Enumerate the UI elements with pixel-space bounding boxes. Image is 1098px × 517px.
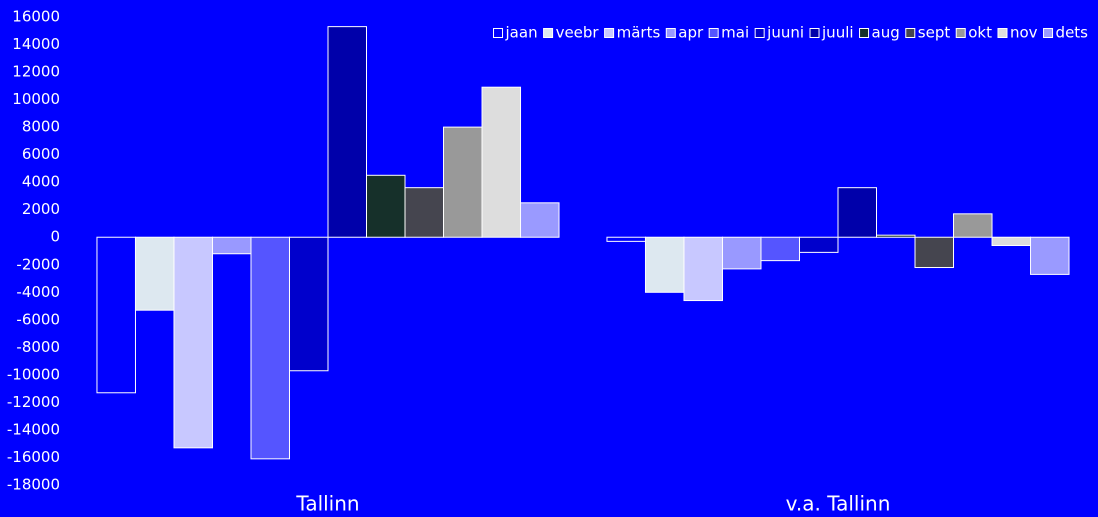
legend-item: jaan: [493, 24, 538, 42]
bar: [876, 234, 916, 238]
bar: [837, 187, 878, 238]
legend-label: nov: [1010, 24, 1038, 42]
legend-swatch: [997, 28, 1008, 38]
bar: [327, 26, 368, 238]
bar: [481, 86, 522, 238]
y-tick-label: 4000: [22, 173, 60, 191]
y-tick-label: -8000: [16, 338, 60, 356]
legend-label: sept: [918, 24, 951, 42]
legend-item: okt: [955, 24, 992, 42]
legend-swatch: [708, 28, 719, 38]
legend-label: juuli: [821, 24, 854, 42]
bar: [520, 202, 560, 238]
bar: [644, 236, 685, 293]
legend-label: okt: [968, 24, 992, 42]
bar: [288, 236, 329, 372]
y-tick-label: -16000: [7, 448, 60, 466]
y-tick-label: 12000: [12, 63, 60, 81]
legend-label: apr: [678, 24, 704, 42]
bar: [798, 236, 839, 253]
legend-item: dets: [1043, 24, 1089, 42]
legend-swatch: [809, 28, 820, 38]
legend-label: veebr: [556, 24, 600, 42]
bar: [404, 187, 445, 238]
y-tick-label: -4000: [16, 283, 60, 301]
legend-swatch: [955, 28, 966, 38]
legend-label: märts: [617, 24, 661, 42]
y-tick-label: -2000: [16, 255, 60, 273]
y-tick-label: -12000: [7, 393, 60, 411]
legend-item: veebr: [543, 24, 600, 42]
legend-item: nov: [997, 24, 1038, 42]
y-tick-label: 8000: [22, 118, 60, 136]
legend-label: dets: [1056, 24, 1089, 42]
legend-swatch: [665, 28, 676, 38]
legend-swatch: [543, 28, 554, 38]
bar: [953, 213, 993, 238]
legend-swatch: [859, 28, 870, 38]
bar: [211, 236, 252, 255]
bar: [683, 236, 723, 302]
bar: [173, 236, 213, 449]
bar: [914, 236, 955, 269]
y-tick-label: -10000: [7, 365, 60, 383]
legend-label: mai: [721, 24, 749, 42]
y-tick-label: 10000: [12, 90, 60, 108]
legend-label: aug: [872, 24, 900, 42]
y-tick-label: 6000: [22, 145, 60, 163]
bar: [760, 236, 800, 262]
x-tick-label: Tallinn: [295, 492, 359, 516]
bar: [721, 236, 762, 270]
legend-item: aug: [859, 24, 900, 42]
bar: [134, 236, 175, 311]
legend-item: sept: [905, 24, 951, 42]
legend-item: juuni: [754, 24, 804, 42]
y-tick-label: -18000: [7, 476, 60, 494]
y-tick-label: 2000: [22, 200, 60, 218]
legend-item: apr: [665, 24, 704, 42]
bar: [606, 236, 646, 242]
legend-item: mai: [708, 24, 749, 42]
legend-swatch: [1043, 28, 1054, 38]
legend-item: märts: [604, 24, 661, 42]
x-tick-label: v.a. Tallinn: [786, 492, 891, 516]
legend-swatch: [754, 28, 765, 38]
bar: [1030, 236, 1070, 275]
bar: [443, 126, 483, 238]
y-tick-label: 16000: [12, 8, 60, 26]
bar: [96, 236, 136, 394]
y-tick-label: 0: [50, 228, 60, 246]
legend-swatch: [905, 28, 916, 38]
legend-label: jaan: [505, 24, 538, 42]
y-tick-label: -14000: [7, 420, 60, 438]
legend-label: juuni: [766, 24, 804, 42]
bar: [366, 174, 406, 238]
y-tick-label: -6000: [16, 310, 60, 328]
bar: [250, 236, 290, 460]
bar: [991, 236, 1032, 246]
legend-swatch: [493, 28, 504, 38]
legend-swatch: [604, 28, 615, 38]
y-tick-label: 14000: [12, 35, 60, 53]
legend-item: juuli: [809, 24, 854, 42]
